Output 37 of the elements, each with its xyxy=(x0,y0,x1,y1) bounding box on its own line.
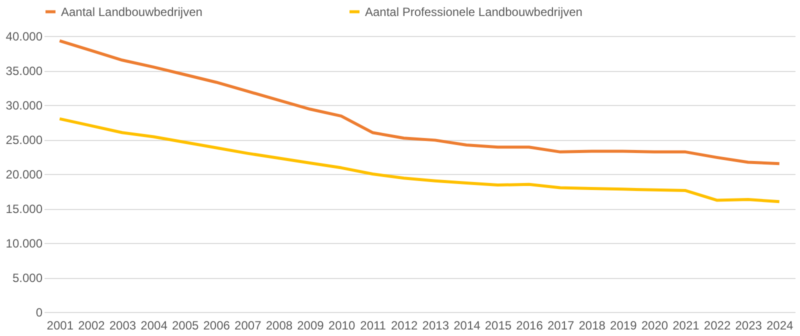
line-series xyxy=(58,39,781,166)
x-tick-label: 2002 xyxy=(78,318,106,332)
x-tick-label: 2016 xyxy=(516,318,544,332)
x-tick-label: 2012 xyxy=(391,318,418,332)
y-tick-label: 0 xyxy=(36,306,43,320)
y-tick-label: 5.000 xyxy=(12,271,43,285)
x-tick-label: 2022 xyxy=(704,318,731,332)
legend-label: Aantal Professionele Landbouwbedrijven xyxy=(365,4,582,19)
y-tick-label: 35.000 xyxy=(6,64,43,78)
x-tick-label: 2011 xyxy=(360,318,386,332)
y-tick-label: 30.000 xyxy=(6,98,43,112)
x-tick-label: 2007 xyxy=(234,318,262,332)
legend-label: Aantal Landbouwbedrijven xyxy=(61,4,202,19)
x-tick-label: 2008 xyxy=(266,318,293,332)
y-tick-label: 25.000 xyxy=(6,133,43,147)
x-tick-label: 2017 xyxy=(547,318,574,332)
x-tick-label: 2001 xyxy=(46,318,74,332)
x-tick-label: 2024 xyxy=(766,318,794,332)
x-tick-label: 2014 xyxy=(454,318,481,332)
x-tick-label: 2020 xyxy=(641,318,668,332)
x-tick-label: 2018 xyxy=(578,318,606,332)
x-tick-label: 2005 xyxy=(172,318,199,332)
x-tick-label: 2015 xyxy=(484,318,512,332)
y-tick-label: 15.000 xyxy=(6,202,43,216)
x-tick-label: 2006 xyxy=(203,318,230,332)
y-tick-label: 20.000 xyxy=(6,168,43,182)
x-tick-label: 2003 xyxy=(109,318,136,332)
x-tick-label: 2013 xyxy=(422,318,450,332)
x-tick-label: 2010 xyxy=(328,318,356,332)
x-tick-label: 2021 xyxy=(672,318,700,332)
y-tick-label: 40.000 xyxy=(6,30,43,44)
x-tick-label: 2009 xyxy=(297,318,324,332)
x-tick-label: 2019 xyxy=(610,318,638,332)
x-tick-label: 2023 xyxy=(735,318,762,332)
x-tick-label: 2004 xyxy=(140,318,168,332)
line-series xyxy=(58,117,781,204)
y-tick-label: 10.000 xyxy=(6,236,43,250)
